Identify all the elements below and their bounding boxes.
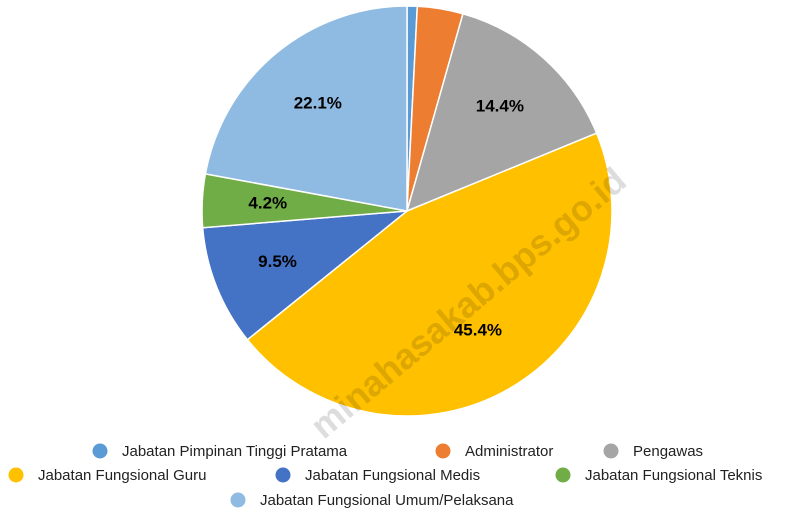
data-label: 45.4% xyxy=(454,320,502,339)
data-label: 9.5% xyxy=(258,252,297,271)
legend-marker xyxy=(230,492,246,508)
legend-marker xyxy=(555,467,571,483)
data-label: 22.1% xyxy=(294,93,342,112)
legend-marker xyxy=(92,443,108,459)
pie-slice xyxy=(405,12,598,213)
legend-marker xyxy=(8,467,24,483)
legend-label: Administrator xyxy=(465,443,553,460)
legend-label: Jabatan Fungsional Teknis xyxy=(585,467,762,484)
pie-slice xyxy=(201,210,410,341)
legend-label: Jabatan Fungsional Guru xyxy=(38,467,206,484)
data-label: 4.2% xyxy=(248,193,287,212)
pie-slice xyxy=(246,132,613,417)
legend-label: Jabatan Pimpinan Tinggi Pratama xyxy=(122,443,348,460)
pie-slice xyxy=(204,5,408,212)
legend-marker xyxy=(435,443,451,459)
legend-marker xyxy=(275,467,291,483)
legend-label: Jabatan Fungsional Umum/Pelaksana xyxy=(260,492,514,509)
legend-label: Jabatan Fungsional Medis xyxy=(305,467,480,484)
legend-marker xyxy=(603,443,619,459)
data-label: 14.4% xyxy=(476,97,524,116)
legend-label: Pengawas xyxy=(633,443,703,460)
